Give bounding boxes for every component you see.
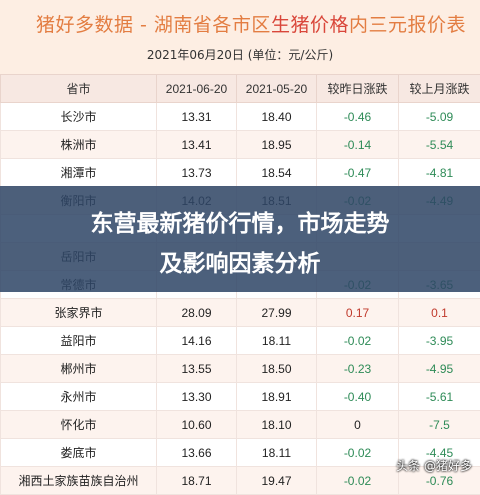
cell-price-current: 13.55 (157, 355, 237, 383)
col-header-daily-change: 较昨日涨跌 (317, 75, 399, 103)
cell-city: 永州市 (1, 383, 157, 411)
col-header-monthly-change: 较上月涨跌 (399, 75, 480, 103)
headline-line-2: 及影响因素分析 (0, 244, 480, 278)
report-header: 猪好多数据 - 湖南省各市区生猪价格内三元报价表 2021年06月20日 (单位… (0, 0, 480, 74)
cell-price-current: 10.60 (157, 411, 237, 439)
cell-price-previous: 18.91 (237, 383, 317, 411)
cell-monthly-change: -4.95 (399, 355, 480, 383)
cell-monthly-change: -5.61 (399, 383, 480, 411)
cell-city: 长沙市 (1, 103, 157, 131)
col-header-date-previous: 2021-05-20 (237, 75, 317, 103)
cell-city: 郴州市 (1, 355, 157, 383)
cell-daily-change: -0.46 (317, 103, 399, 131)
cell-city: 怀化市 (1, 411, 157, 439)
cell-monthly-change: -5.54 (399, 131, 480, 159)
title-part-source: 猪好多数据 - 湖南省各市区 (36, 14, 271, 36)
cell-price-previous: 18.10 (237, 411, 317, 439)
cell-monthly-change: -4.81 (399, 159, 480, 187)
cell-price-previous: 27.99 (237, 299, 317, 327)
cell-daily-change: -0.02 (317, 467, 399, 495)
report-subtitle: 2021年06月20日 (单位：元/公斤) (0, 46, 480, 63)
cell-price-previous: 18.95 (237, 131, 317, 159)
cell-monthly-change: -3.95 (399, 327, 480, 355)
cell-city: 娄底市 (1, 439, 157, 467)
cell-daily-change: -0.02 (317, 439, 399, 467)
col-header-date-current: 2021-06-20 (157, 75, 237, 103)
table-header-row: 省市 2021-06-20 2021-05-20 较昨日涨跌 较上月涨跌 (1, 75, 480, 103)
cell-price-current: 13.31 (157, 103, 237, 131)
cell-daily-change: 0 (317, 411, 399, 439)
cell-price-previous: 19.47 (237, 467, 317, 495)
cell-price-previous: 18.40 (237, 103, 317, 131)
col-header-city: 省市 (1, 75, 157, 103)
cell-city: 益阳市 (1, 327, 157, 355)
title-part-highlight: 生猪价格 (271, 14, 349, 36)
cell-daily-change: -0.23 (317, 355, 399, 383)
cell-daily-change: -0.14 (317, 131, 399, 159)
cell-daily-change: -0.40 (317, 383, 399, 411)
cell-monthly-change: -5.09 (399, 103, 480, 131)
cell-price-current: 28.09 (157, 299, 237, 327)
source-watermark: 头条 @猪好多 (396, 457, 472, 474)
cell-price-current: 13.41 (157, 131, 237, 159)
title-part-rest: 内三元报价表 (349, 14, 466, 36)
cell-price-current: 13.66 (157, 439, 237, 467)
cell-price-previous: 18.50 (237, 355, 317, 383)
cell-price-previous: 18.11 (237, 439, 317, 467)
cell-monthly-change: 0.1 (399, 299, 480, 327)
cell-daily-change: -0.47 (317, 159, 399, 187)
cell-monthly-change: -7.5 (399, 411, 480, 439)
cell-price-current: 14.16 (157, 327, 237, 355)
headline-banner: 东营最新猪价行情，市场走势 及影响因素分析 (0, 186, 480, 292)
cell-daily-change: 0.17 (317, 299, 399, 327)
cell-price-current: 13.73 (157, 159, 237, 187)
cell-city: 张家界市 (1, 299, 157, 327)
cell-daily-change: -0.02 (317, 327, 399, 355)
headline-line-1: 东营最新猪价行情，市场走势 (0, 204, 480, 238)
cell-price-previous: 18.11 (237, 327, 317, 355)
cell-city: 湘西土家族苗族自治州 (1, 467, 157, 495)
cell-price-current: 13.30 (157, 383, 237, 411)
cell-city: 株洲市 (1, 131, 157, 159)
cell-price-previous: 18.54 (237, 159, 317, 187)
cell-city: 湘潭市 (1, 159, 157, 187)
report-title: 猪好多数据 - 湖南省各市区生猪价格内三元报价表 (36, 10, 466, 37)
cell-price-current: 18.71 (157, 467, 237, 495)
